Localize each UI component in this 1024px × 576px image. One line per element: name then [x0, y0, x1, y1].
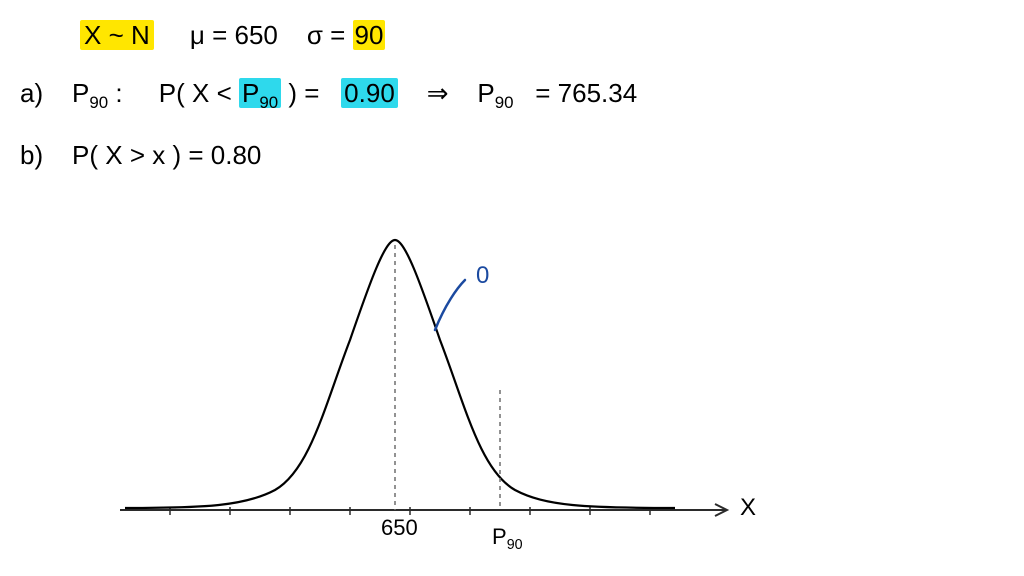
normal-curve-chart — [115, 210, 755, 550]
spacer — [405, 78, 419, 108]
dist-highlight: X ~ N — [80, 20, 154, 50]
prob-close: ) = — [288, 78, 319, 108]
b-prefix: b) — [20, 140, 43, 170]
prob-value: 0.90 — [341, 78, 398, 108]
spacer — [521, 78, 528, 108]
spacer — [161, 20, 183, 50]
line-b: b) P( X > x ) = 0.80 — [20, 140, 261, 171]
spacer — [130, 78, 152, 108]
spacer — [50, 78, 64, 108]
bell-curve — [125, 240, 675, 508]
p90-in-prob: P90 — [239, 78, 288, 108]
spacer2 — [285, 20, 299, 50]
spacer — [50, 140, 64, 170]
arrow: ⇒ — [427, 78, 449, 108]
p90-axis-label: P90 — [492, 524, 523, 553]
mu-eq: μ = 650 — [190, 20, 278, 50]
whiteboard-page: X ~ N μ = 650 σ = 90 a) P90 : P( X < P90… — [0, 0, 1024, 576]
mean-label: 650 — [381, 515, 418, 541]
result: P90 = 765.34 — [477, 78, 637, 108]
prob-open: P( X < — [159, 78, 232, 108]
line-distribution: X ~ N μ = 650 σ = 90 — [80, 20, 385, 51]
blue-zero: 0 — [476, 262, 489, 290]
spacer — [456, 78, 470, 108]
spacer — [327, 78, 334, 108]
blue-swoop — [435, 280, 465, 330]
b-expr: P( X > x ) = 0.80 — [72, 140, 261, 170]
sigma-eq: σ = 90 — [307, 20, 386, 50]
a-prefix: a) — [20, 78, 43, 108]
line-a: a) P90 : P( X < P90 ) = 0.90 ⇒ P90 = 765… — [20, 78, 637, 113]
colon: : — [115, 78, 122, 108]
x-axis-label: X — [740, 494, 756, 522]
p90-label: P90 — [72, 78, 115, 108]
